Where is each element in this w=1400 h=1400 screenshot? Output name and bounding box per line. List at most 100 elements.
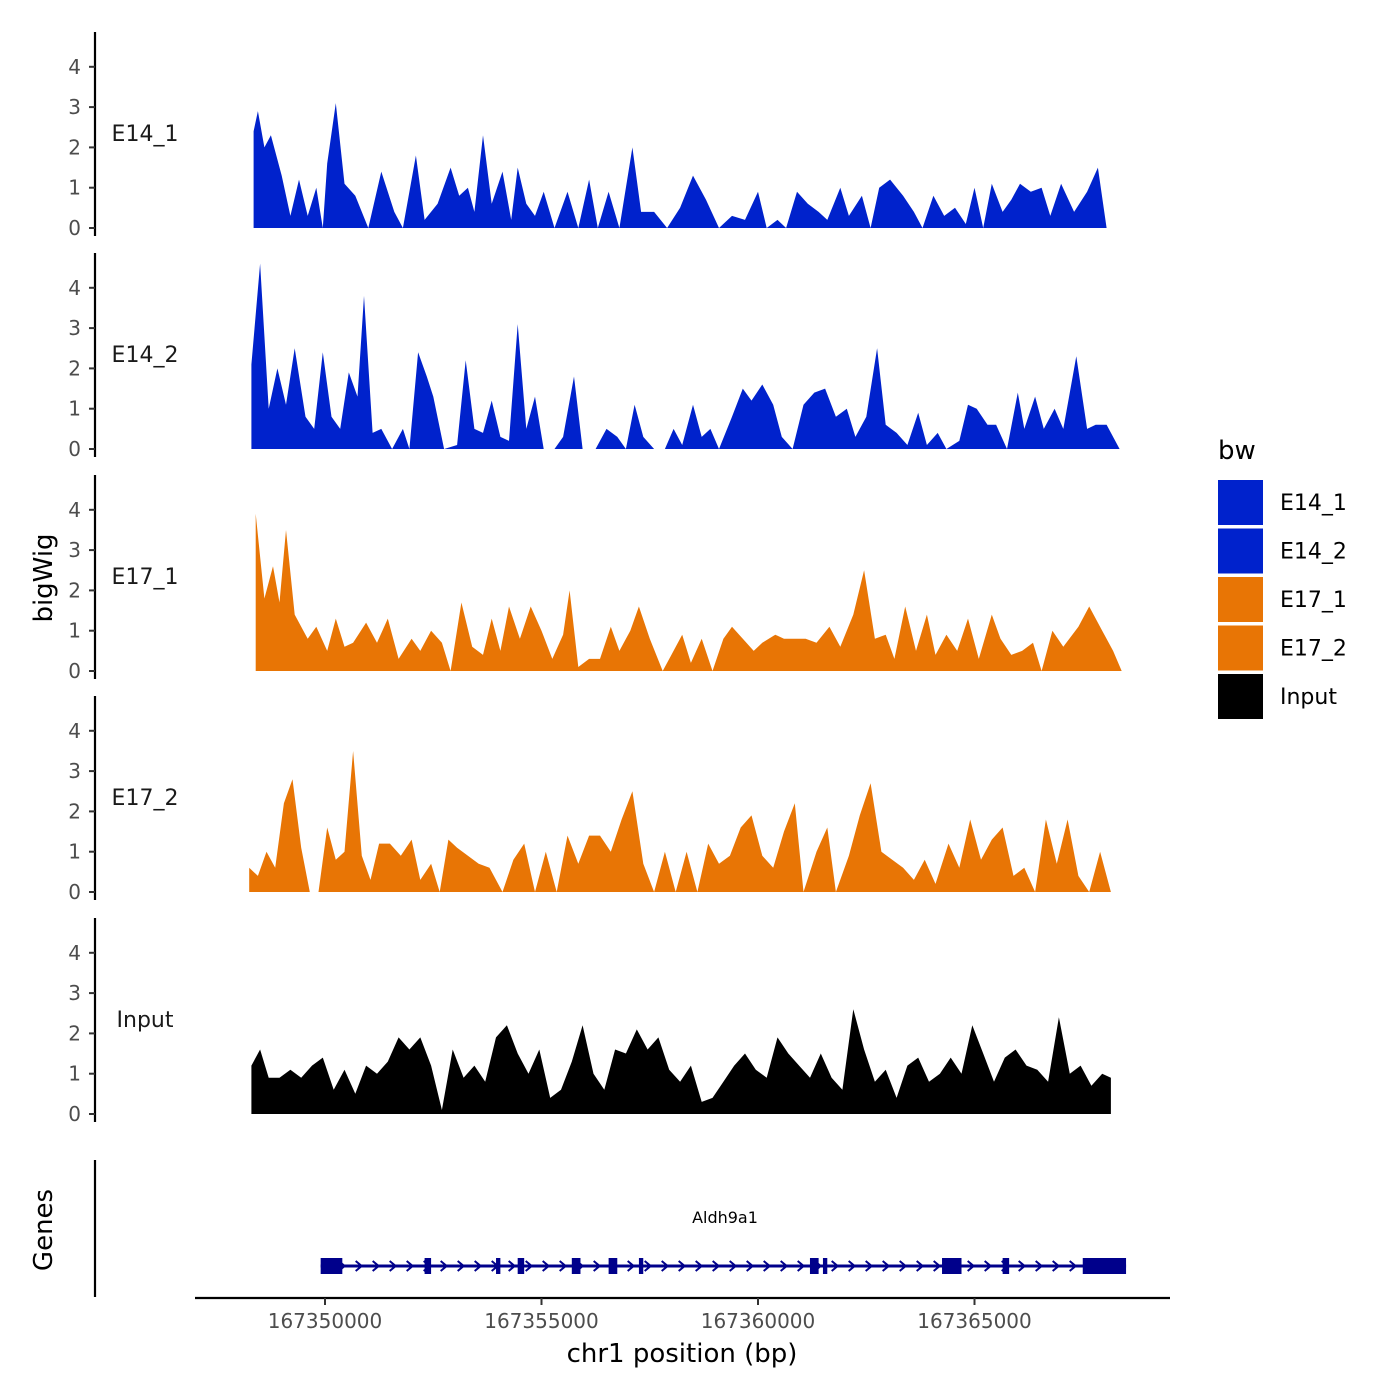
- y-tick-label: 2: [68, 135, 81, 159]
- gene-exon: [822, 1258, 828, 1274]
- legend-key-e14_2: [1218, 528, 1263, 574]
- gene-exon: [496, 1258, 501, 1274]
- strand-chevron: [780, 1260, 789, 1272]
- y-tick-label: 0: [68, 437, 81, 461]
- x-tick-label: 167360000: [701, 1309, 816, 1333]
- strand-chevron: [372, 1260, 381, 1272]
- y-tick-label: 0: [68, 659, 81, 683]
- track-label: Input: [117, 1008, 174, 1033]
- y-tick-label: 2: [68, 356, 81, 380]
- y-tick-label: 2: [68, 1021, 81, 1045]
- gene-exon: [424, 1258, 432, 1274]
- strand-chevron: [593, 1260, 602, 1272]
- strand-chevron: [865, 1260, 874, 1272]
- track-e14_1: 0 1 2 3 4 E14_1: [68, 32, 1107, 240]
- x-axis: 167350000 167355000 167360000 167365000: [195, 1296, 1170, 1333]
- strand-chevron: [729, 1260, 738, 1272]
- gene-name-label: Aldh9a1: [692, 1208, 758, 1227]
- strand-chevron: [1018, 1260, 1027, 1272]
- strand-chevron: [627, 1260, 636, 1272]
- y-tick-label: 4: [68, 719, 81, 743]
- y-tick-label: 3: [68, 316, 81, 340]
- legend-key-e14_1: [1218, 480, 1263, 525]
- strand-chevron: [525, 1260, 534, 1272]
- gene-track-panel: Aldh9a1: [93, 1160, 1127, 1297]
- legend-key-e17_1: [1218, 577, 1263, 622]
- gene-exon: [517, 1258, 525, 1274]
- y-tick-label: 4: [68, 498, 81, 522]
- y-tick-label: 1: [68, 1062, 81, 1086]
- strand-chevron: [1052, 1260, 1061, 1272]
- legend-label: E17_1: [1280, 588, 1347, 613]
- strand-chevron: [508, 1260, 517, 1272]
- coverage-tracks: 0 1 2 3 4 E14_1 0 1 2 3 4 E14_2 0 1 2 3 4 E17_1 0 1 2 3 4 E17_2…: [68, 32, 1122, 1126]
- track-e17_1: 0 1 2 3 4 E17_1: [68, 475, 1122, 683]
- strand-chevron: [967, 1260, 976, 1272]
- track-label: E17_2: [112, 786, 179, 811]
- strand-chevron: [916, 1260, 925, 1272]
- y-tick-label: 1: [68, 619, 81, 643]
- y-tick-label: 1: [68, 397, 81, 421]
- strand-chevron: [559, 1260, 568, 1272]
- gene-exon: [942, 1258, 962, 1274]
- strand-chevron: [712, 1260, 721, 1272]
- gene-exon: [638, 1258, 644, 1274]
- y-tick-label: 3: [68, 95, 81, 119]
- x-tick-label: 167365000: [917, 1309, 1032, 1333]
- strand-chevron: [746, 1260, 755, 1272]
- strand-chevron: [899, 1260, 908, 1272]
- y-tick-label: 4: [68, 941, 81, 965]
- strand-chevron: [1035, 1260, 1044, 1272]
- y-tick-label: 3: [68, 759, 81, 783]
- y-tick-label: 0: [68, 216, 81, 240]
- strand-chevron: [695, 1260, 704, 1272]
- strand-chevron: [457, 1260, 466, 1272]
- gene-exon: [320, 1258, 343, 1274]
- strand-chevron: [644, 1260, 653, 1272]
- coverage-area-input: [251, 1009, 1111, 1114]
- coverage-area-e14_1: [253, 103, 1107, 228]
- legend-key-e17_2: [1218, 625, 1263, 671]
- y-axis-title: bigWig: [29, 533, 59, 622]
- y-tick-label: 0: [68, 880, 81, 904]
- legend-key-input: [1218, 674, 1263, 719]
- y-tick-label: 4: [68, 55, 81, 79]
- legend-title: bw: [1218, 436, 1256, 466]
- y-tick-label: 1: [68, 840, 81, 864]
- y-tick-label: 1: [68, 176, 81, 200]
- strand-chevron: [355, 1260, 364, 1272]
- track-label: E14_1: [112, 122, 179, 147]
- strand-chevron: [763, 1260, 772, 1272]
- gene-exon: [809, 1258, 819, 1274]
- gene-exon: [1002, 1258, 1010, 1274]
- legend-label: E17_2: [1280, 637, 1347, 662]
- track-input: 0 1 2 3 4 Input: [68, 918, 1111, 1126]
- legend: bw E14_1 E14_2 E17_1 E17_2 Input: [1218, 436, 1347, 719]
- track-label: E17_1: [112, 565, 179, 590]
- gene-exon: [608, 1258, 618, 1274]
- strand-chevron: [406, 1260, 415, 1272]
- strand-chevron: [848, 1260, 857, 1272]
- x-axis-title: chr1 position (bp): [567, 1339, 798, 1369]
- strand-chevron: [474, 1260, 483, 1272]
- legend-label: E14_2: [1280, 540, 1347, 565]
- y-tick-label: 2: [68, 578, 81, 602]
- coverage-area-e14_2: [251, 263, 1120, 449]
- legend-label: Input: [1280, 685, 1337, 710]
- track-label: E14_2: [112, 343, 179, 368]
- strand-chevron: [933, 1260, 942, 1272]
- y-tick-label: 3: [68, 981, 81, 1005]
- coverage-area-e17_2: [249, 751, 1111, 892]
- gene-exon: [1082, 1258, 1127, 1274]
- x-tick-label: 167350000: [268, 1309, 383, 1333]
- strand-chevron: [678, 1260, 687, 1272]
- track-e14_2: 0 1 2 3 4 E14_2: [68, 253, 1120, 461]
- strand-chevron: [984, 1260, 993, 1272]
- track-e17_2: 0 1 2 3 4 E17_2: [68, 696, 1111, 904]
- y-tick-label: 0: [68, 1102, 81, 1126]
- gene-exon: [571, 1258, 581, 1274]
- y-tick-label: 3: [68, 538, 81, 562]
- strand-chevron: [542, 1260, 551, 1272]
- coverage-area-e17_1: [255, 513, 1122, 671]
